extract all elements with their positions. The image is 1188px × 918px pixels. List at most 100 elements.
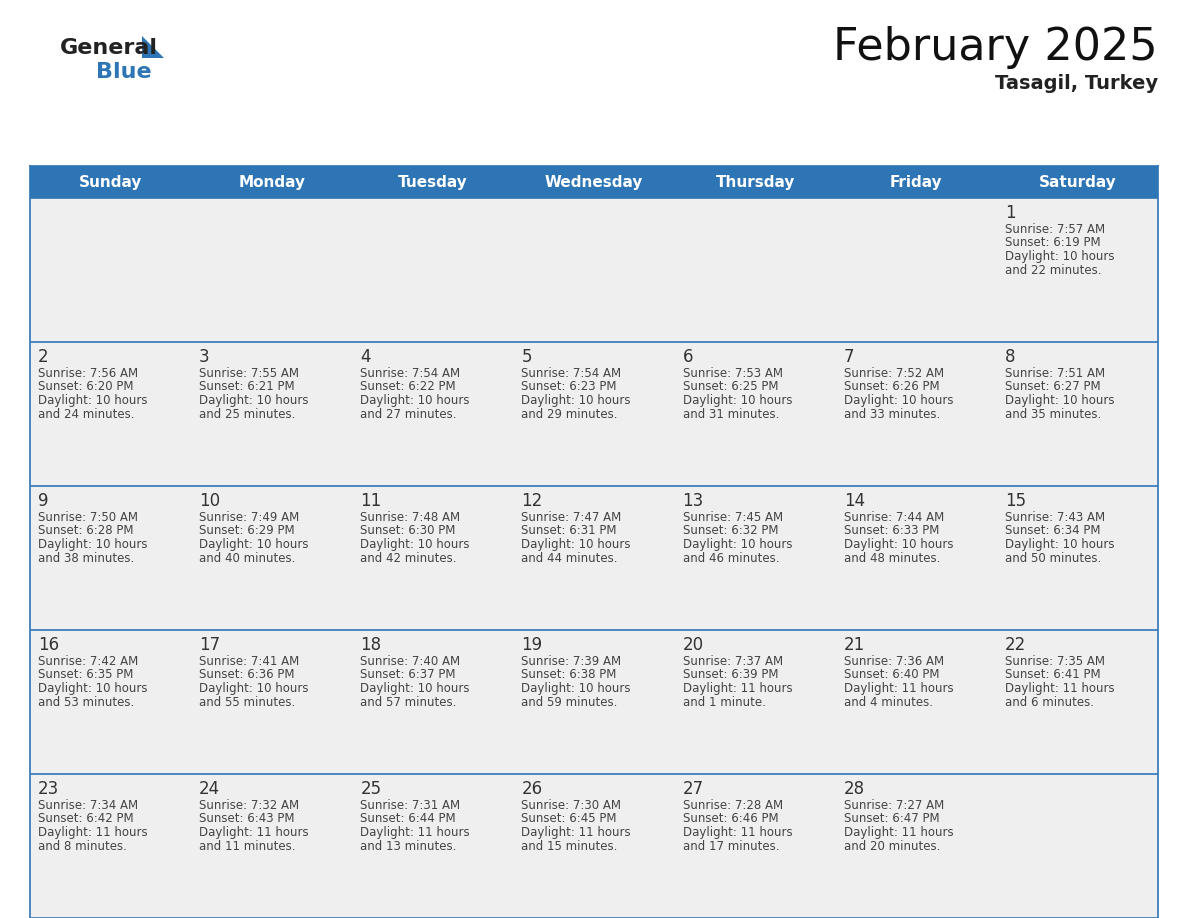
Text: and 46 minutes.: and 46 minutes. (683, 552, 779, 565)
Bar (30, 630, 191, 774)
Text: Sunrise: 7:31 AM: Sunrise: 7:31 AM (360, 799, 461, 812)
Text: 20: 20 (683, 636, 703, 654)
Text: Sunrise: 7:34 AM: Sunrise: 7:34 AM (38, 799, 138, 812)
Text: Daylight: 10 hours: Daylight: 10 hours (522, 538, 631, 551)
Text: 6: 6 (683, 348, 693, 366)
Text: General: General (61, 38, 158, 58)
Text: and 24 minutes.: and 24 minutes. (38, 408, 134, 420)
Bar (675, 198, 835, 342)
Text: and 44 minutes.: and 44 minutes. (522, 552, 618, 565)
Text: Sunrise: 7:56 AM: Sunrise: 7:56 AM (38, 367, 138, 380)
Text: Sunset: 6:23 PM: Sunset: 6:23 PM (522, 380, 617, 394)
Bar (30, 486, 191, 630)
Text: Daylight: 10 hours: Daylight: 10 hours (38, 394, 147, 407)
Text: Sunset: 6:25 PM: Sunset: 6:25 PM (683, 380, 778, 394)
Bar (835, 630, 997, 774)
Text: and 22 minutes.: and 22 minutes. (1005, 263, 1101, 276)
Text: Sunset: 6:35 PM: Sunset: 6:35 PM (38, 668, 133, 681)
Text: 4: 4 (360, 348, 371, 366)
Text: Daylight: 10 hours: Daylight: 10 hours (683, 394, 792, 407)
Text: Tasagil, Turkey: Tasagil, Turkey (994, 74, 1158, 93)
Text: Sunset: 6:30 PM: Sunset: 6:30 PM (360, 524, 456, 538)
Text: Sunrise: 7:53 AM: Sunrise: 7:53 AM (683, 367, 783, 380)
Text: Sunday: Sunday (78, 174, 143, 189)
Text: Sunrise: 7:54 AM: Sunrise: 7:54 AM (360, 367, 461, 380)
Text: Sunrise: 7:43 AM: Sunrise: 7:43 AM (1005, 511, 1105, 524)
Bar (191, 630, 353, 774)
Text: Sunrise: 7:57 AM: Sunrise: 7:57 AM (1005, 223, 1105, 236)
Text: 3: 3 (200, 348, 210, 366)
Text: Sunset: 6:31 PM: Sunset: 6:31 PM (522, 524, 617, 538)
Text: and 55 minutes.: and 55 minutes. (200, 696, 296, 709)
Text: Sunset: 6:37 PM: Sunset: 6:37 PM (360, 668, 456, 681)
Text: Sunrise: 7:36 AM: Sunrise: 7:36 AM (843, 655, 943, 668)
Text: 10: 10 (200, 492, 220, 510)
Text: 14: 14 (843, 492, 865, 510)
Text: Sunrise: 7:44 AM: Sunrise: 7:44 AM (843, 511, 944, 524)
Text: 15: 15 (1005, 492, 1026, 510)
Bar (191, 774, 353, 918)
Bar (30, 166, 1158, 198)
Bar (353, 774, 513, 918)
Text: Sunrise: 7:40 AM: Sunrise: 7:40 AM (360, 655, 461, 668)
Text: Tuesday: Tuesday (398, 174, 468, 189)
Text: Daylight: 11 hours: Daylight: 11 hours (200, 826, 309, 839)
Text: and 38 minutes.: and 38 minutes. (38, 552, 134, 565)
Text: Sunrise: 7:41 AM: Sunrise: 7:41 AM (200, 655, 299, 668)
Bar (513, 630, 675, 774)
Text: and 59 minutes.: and 59 minutes. (522, 696, 618, 709)
Text: Daylight: 11 hours: Daylight: 11 hours (683, 826, 792, 839)
Text: Daylight: 10 hours: Daylight: 10 hours (38, 538, 147, 551)
Text: Sunset: 6:19 PM: Sunset: 6:19 PM (1005, 237, 1100, 250)
Text: Daylight: 11 hours: Daylight: 11 hours (522, 826, 631, 839)
Text: Daylight: 10 hours: Daylight: 10 hours (522, 394, 631, 407)
Text: Daylight: 11 hours: Daylight: 11 hours (38, 826, 147, 839)
Text: Daylight: 10 hours: Daylight: 10 hours (1005, 250, 1114, 263)
Text: 23: 23 (38, 780, 59, 798)
Bar (835, 198, 997, 342)
Bar (191, 342, 353, 486)
Text: Daylight: 10 hours: Daylight: 10 hours (1005, 394, 1114, 407)
Text: 8: 8 (1005, 348, 1016, 366)
Text: 5: 5 (522, 348, 532, 366)
Text: Sunrise: 7:50 AM: Sunrise: 7:50 AM (38, 511, 138, 524)
Text: and 6 minutes.: and 6 minutes. (1005, 696, 1094, 709)
Text: and 53 minutes.: and 53 minutes. (38, 696, 134, 709)
Text: Sunrise: 7:42 AM: Sunrise: 7:42 AM (38, 655, 138, 668)
Text: 25: 25 (360, 780, 381, 798)
Text: Daylight: 10 hours: Daylight: 10 hours (683, 538, 792, 551)
Text: 16: 16 (38, 636, 59, 654)
Text: Thursday: Thursday (715, 174, 795, 189)
Text: Daylight: 10 hours: Daylight: 10 hours (360, 682, 469, 695)
Text: 18: 18 (360, 636, 381, 654)
Bar (835, 342, 997, 486)
Text: Sunset: 6:40 PM: Sunset: 6:40 PM (843, 668, 940, 681)
Bar (997, 198, 1158, 342)
Text: and 33 minutes.: and 33 minutes. (843, 408, 940, 420)
Bar (997, 630, 1158, 774)
Text: 17: 17 (200, 636, 220, 654)
Text: Sunrise: 7:55 AM: Sunrise: 7:55 AM (200, 367, 299, 380)
Text: Sunrise: 7:49 AM: Sunrise: 7:49 AM (200, 511, 299, 524)
Text: Daylight: 10 hours: Daylight: 10 hours (1005, 538, 1114, 551)
Text: 2: 2 (38, 348, 49, 366)
Bar (675, 774, 835, 918)
Text: Blue: Blue (96, 62, 152, 82)
Text: Daylight: 10 hours: Daylight: 10 hours (360, 538, 469, 551)
Text: Daylight: 11 hours: Daylight: 11 hours (843, 682, 953, 695)
Text: Sunrise: 7:32 AM: Sunrise: 7:32 AM (200, 799, 299, 812)
Text: Sunset: 6:34 PM: Sunset: 6:34 PM (1005, 524, 1100, 538)
Text: 24: 24 (200, 780, 220, 798)
Bar (835, 774, 997, 918)
Text: Sunset: 6:33 PM: Sunset: 6:33 PM (843, 524, 939, 538)
Bar (30, 342, 191, 486)
Bar (353, 486, 513, 630)
Text: Sunset: 6:46 PM: Sunset: 6:46 PM (683, 812, 778, 825)
Text: Daylight: 10 hours: Daylight: 10 hours (200, 394, 309, 407)
Text: and 35 minutes.: and 35 minutes. (1005, 408, 1101, 420)
Text: Daylight: 10 hours: Daylight: 10 hours (522, 682, 631, 695)
Text: and 31 minutes.: and 31 minutes. (683, 408, 779, 420)
Bar (191, 198, 353, 342)
Text: Monday: Monday (239, 174, 305, 189)
Text: and 15 minutes.: and 15 minutes. (522, 839, 618, 853)
